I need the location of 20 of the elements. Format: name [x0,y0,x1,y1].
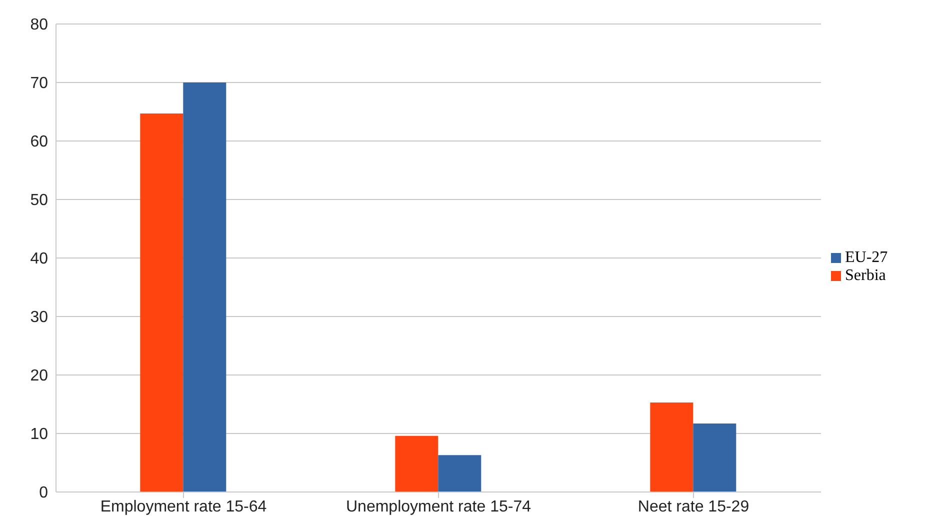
x-tick-label: Employment rate 15-64 [100,498,267,516]
y-tick-label: 50 [30,192,48,210]
legend-label: Serbia [845,267,886,284]
legend-label: EU-27 [845,249,888,266]
x-tick-label: Neet rate 15-29 [638,498,750,516]
y-tick-label: 80 [30,16,48,34]
bar [650,402,694,492]
y-tick-label: 0 [39,484,48,502]
y-tick-label: 70 [30,75,48,92]
x-tick-label: Unemployment rate 15-74 [346,498,532,516]
bar [395,436,438,492]
y-tick-label: 20 [30,368,48,385]
bar [693,424,736,492]
y-tick-label: 60 [30,134,48,151]
y-tick-label: 40 [30,250,48,268]
bar [438,455,482,492]
bar [140,114,184,492]
y-tick-label: 30 [30,309,48,326]
y-tick-label: 10 [30,426,48,444]
bar [183,82,226,492]
